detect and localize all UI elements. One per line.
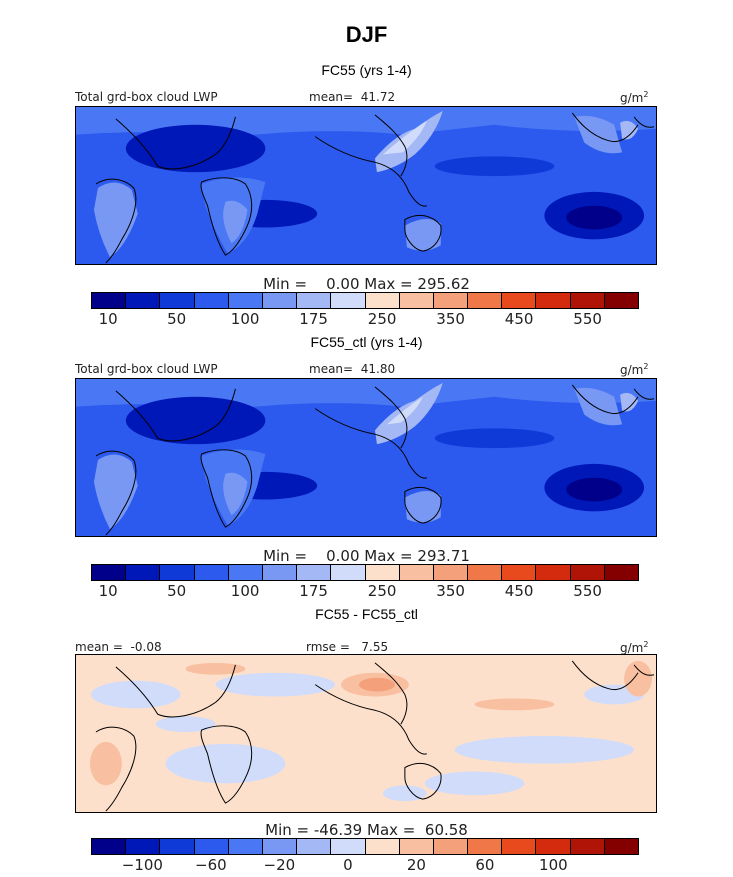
panel-2-map (75, 378, 657, 537)
panel-2-tick-label: 175 (299, 582, 328, 600)
panel-1-colorbar-swatch-12 (468, 293, 503, 308)
panel-3-rmse: rmse = 7.55 (306, 640, 389, 654)
panel-1-colorbar-swatch-15 (570, 293, 605, 308)
panel-1-colorbar-swatch-8 (331, 293, 366, 308)
panel-3-colorbar-swatch-1 (92, 839, 127, 854)
panel-2-tick-label: 450 (504, 582, 534, 600)
panel-2-colorbar-swatch-3 (160, 565, 195, 580)
panel-1-tick-label: 450 (504, 310, 534, 328)
panel-2-colorbar (91, 564, 639, 581)
panel-2-colorbar-swatch-8 (331, 565, 366, 580)
panel-2-title: FC55_ctl (yrs 1-4) (310, 334, 423, 350)
panel-2-colorbar-swatch-4 (194, 565, 229, 580)
panel-1-colorbar-swatch-10 (399, 293, 434, 308)
panel-1-colorbar-swatch-11 (433, 293, 469, 308)
panel-1-colorbar-swatch-16 (604, 293, 638, 308)
panel-1-tick-label: 175 (299, 310, 328, 328)
panel-3-mean: mean = -0.08 (75, 640, 162, 654)
panel-2-unit: g/m2 (620, 362, 649, 377)
panel-1-field-label: Total grd-box cloud LWP (75, 90, 218, 104)
panel-3-colorbar-swatch-7 (297, 839, 332, 854)
panel-1-tick-label: 350 (436, 310, 465, 328)
panel-1-tick-label: 550 (573, 310, 602, 328)
panel-1-colorbar-swatch-5 (228, 293, 263, 308)
panel-3-colorbar-swatch-14 (536, 839, 571, 854)
panel-2-tick-label: 50 (167, 582, 187, 600)
panel-2-colorbar-swatch-13 (502, 565, 537, 580)
panel-3-colorbar-swatch-5 (228, 839, 263, 854)
panel-1-colorbar-swatch-4 (194, 293, 229, 308)
panel-1-colorbar-swatch-1 (92, 293, 127, 308)
panel-1-minmax: Min = 0.00 Max = 295.62 (263, 275, 470, 293)
panel-3-colorbar-swatch-9 (365, 839, 400, 854)
panel-3-colorbar-swatch-12 (468, 839, 503, 854)
panel-2-minmax: Min = 0.00 Max = 293.71 (263, 547, 470, 565)
panel-2-colorbar-swatch-9 (365, 565, 400, 580)
panel-3-colorbar-swatch-3 (160, 839, 195, 854)
panel-1-colorbar-swatch-6 (262, 293, 298, 308)
panel-3-colorbar-swatch-13 (502, 839, 537, 854)
panel-1-tick-label: 250 (367, 310, 397, 328)
panel-3-tick-label: 0 (343, 856, 353, 874)
panel-2-colorbar-swatch-16 (604, 565, 638, 580)
panel-2-tick-label: 10 (98, 582, 118, 600)
panel-2-colorbar-swatch-1 (92, 565, 127, 580)
panel-3-map-svg (76, 655, 656, 812)
panel-3-unit: g/m2 (620, 640, 649, 655)
panel-2-colorbar-swatch-14 (536, 565, 571, 580)
panel-1-colorbar (91, 292, 639, 309)
panel-2-tick-label: 350 (436, 582, 465, 600)
panel-1-colorbar-swatch-2 (126, 293, 161, 308)
panel-3-colorbar-swatch-6 (262, 839, 298, 854)
panel-1-tick-label: 100 (230, 310, 260, 328)
panel-1-colorbar-swatch-9 (365, 293, 400, 308)
panel-1-colorbar-ticks: 10 50 100 175 250 350 450 550 (91, 310, 639, 328)
panel-2-colorbar-swatch-6 (262, 565, 298, 580)
panel-1-tick-label: 50 (167, 310, 187, 328)
panel-3-minmax: Min = -46.39 Max = 60.58 (265, 821, 468, 839)
panel-3-colorbar-swatch-15 (570, 839, 605, 854)
panel-1-title: FC55 (yrs 1-4) (321, 62, 412, 78)
panel-2-colorbar-swatch-12 (468, 565, 503, 580)
panel-1-colorbar-swatch-3 (160, 293, 195, 308)
panel-3-colorbar-swatch-16 (604, 839, 638, 854)
panel-3-colorbar-swatch-2 (126, 839, 161, 854)
panel-2-colorbar-swatch-15 (570, 565, 605, 580)
panel-1-map-svg (76, 107, 656, 264)
panel-3-colorbar-swatch-11 (433, 839, 469, 854)
panel-3-tick-label: 60 (475, 856, 495, 874)
panel-1-colorbar-swatch-7 (297, 293, 332, 308)
panel-2-colorbar-swatch-11 (433, 565, 469, 580)
panel-1-colorbar-swatch-13 (502, 293, 537, 308)
panel-3-tick-label: 100 (539, 856, 568, 874)
panel-3-map (75, 654, 657, 813)
panel-2-colorbar-swatch-10 (399, 565, 434, 580)
panel-1-map (75, 106, 657, 265)
panel-2-colorbar-ticks: 10 50 100 175 250 350 450 550 (91, 582, 639, 600)
panel-1-unit: g/m2 (620, 90, 649, 105)
panel-2-colorbar-swatch-2 (126, 565, 161, 580)
panel-1-colorbar-swatch-14 (536, 293, 571, 308)
panel-1-tick-label: 10 (98, 310, 118, 328)
panel-1-mean: mean= 41.72 (309, 90, 396, 104)
panel-2-tick-label: 100 (230, 582, 260, 600)
panel-2-mean: mean= 41.80 (309, 362, 396, 376)
panel-3-tick-label: 20 (406, 856, 426, 874)
panel-3-tick-label: −20 (263, 856, 296, 874)
panel-2-colorbar-swatch-5 (228, 565, 263, 580)
panel-3-tick-label: −100 (121, 856, 163, 874)
figure-title: DJF (345, 22, 388, 47)
panel-3-colorbar-swatch-8 (331, 839, 366, 854)
panel-3-colorbar-ticks: −100 −60 −20 0 20 60 100 (91, 856, 639, 874)
panel-3-colorbar (91, 838, 639, 855)
panel-3-tick-label: −60 (195, 856, 227, 874)
panel-3-colorbar-swatch-4 (194, 839, 229, 854)
panel-2-tick-label: 550 (573, 582, 602, 600)
panel-3-title: FC55 - FC55_ctl (315, 606, 418, 622)
panel-2-colorbar-swatch-7 (297, 565, 332, 580)
panel-2-tick-label: 250 (367, 582, 397, 600)
panel-2-field-label: Total grd-box cloud LWP (75, 362, 218, 376)
panel-2-map-svg (76, 379, 656, 536)
panel-3-colorbar-swatch-10 (399, 839, 434, 854)
